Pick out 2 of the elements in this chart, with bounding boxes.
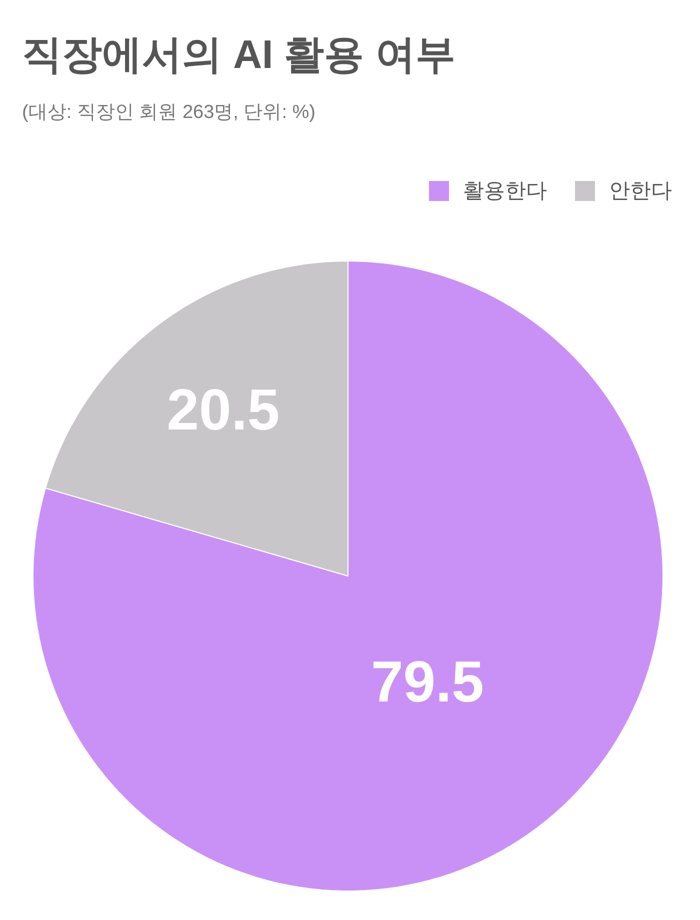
subtitle: (대상: 직장인 회원 263명, 단위: %) — [22, 102, 316, 123]
title: 직장에서의 AI 활용 여부 — [22, 33, 456, 77]
